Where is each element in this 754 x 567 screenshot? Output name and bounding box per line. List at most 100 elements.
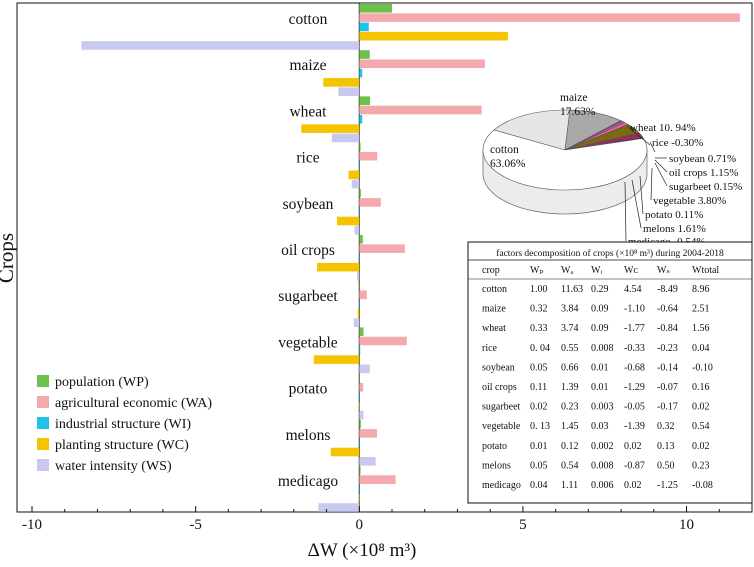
table-cell: 0.29 (591, 284, 609, 295)
category-label: potato (289, 381, 328, 398)
pie-label: rice -0.30% (652, 137, 703, 149)
bar-oil-crops-5 (356, 272, 360, 281)
table-cell: -0.17 (657, 402, 678, 413)
table-header: Wᴄ (624, 265, 638, 276)
table-cell: vegetable (482, 421, 521, 432)
bar-potato-3 (359, 392, 360, 401)
category-label: sugarbeet (278, 288, 338, 305)
table-cell: sugarbeet (482, 402, 521, 413)
bar-sugarbeet-5 (353, 318, 360, 327)
bar-soybean-3 (359, 207, 360, 216)
table-cell: -0.14 (657, 362, 678, 373)
bar-medicago-2 (359, 475, 396, 484)
bar-wheat-2 (359, 105, 482, 115)
table-cell: -0.05 (624, 402, 645, 413)
legend-label: agricultural economic (WA) (55, 396, 212, 411)
table-cell: -0.10 (692, 362, 713, 373)
legend-label: industrial structure (WI) (55, 417, 191, 432)
table-cell: 0.33 (530, 323, 548, 334)
table-cell: 0.11 (530, 382, 547, 393)
table-cell: 0.66 (561, 362, 579, 373)
bar-sugarbeet-4 (357, 309, 360, 318)
table-cell: 0.008 (591, 460, 614, 471)
pie-slice (493, 109, 571, 151)
category-label: wheat (289, 103, 327, 120)
bar-melons-5 (359, 457, 376, 466)
bar-potato-2 (359, 382, 364, 392)
legend-label: planting structure (WC) (55, 438, 189, 453)
table-cell: -1.39 (624, 421, 645, 432)
table-cell: -0.08 (692, 480, 713, 491)
category-label: soybean (283, 196, 334, 213)
pie-label-value: 17.63% (560, 106, 596, 118)
bar-sugarbeet-2 (359, 290, 367, 300)
table-cell: cotton (482, 284, 507, 295)
table-header: Wtotal (692, 265, 719, 276)
pie-leader-line (650, 167, 653, 201)
legend-swatch (37, 396, 49, 408)
bar-wheat-4 (301, 124, 360, 133)
bar-oil-crops-4 (317, 262, 360, 272)
pie-label: maize (560, 92, 587, 104)
table-cell: 0.12 (561, 441, 579, 452)
table-cell: 0.01 (530, 441, 548, 452)
table-cell: 0.02 (530, 402, 548, 413)
bar-wheat-5 (331, 133, 360, 143)
table-cell: 0.13 (657, 441, 675, 452)
table-cell: 1.45 (561, 421, 579, 432)
data-table: crop Wₚ Wₐ Wᵢ Wᴄ Wₛ Wtotal cotton 1.00 11.63 0.29 4… (468, 259, 752, 491)
bar-sugarbeet-1 (359, 281, 360, 290)
x-tick-label: -10 (22, 517, 42, 533)
x-tick-label: 5 (519, 517, 527, 533)
table-cell: -0.33 (624, 343, 645, 354)
bar-soybean-2 (359, 198, 381, 207)
bar-melons-3 (359, 438, 360, 447)
bar-medicago-1 (359, 466, 361, 475)
table-cell: -1.10 (624, 304, 645, 315)
table-cell: 0.006 (591, 480, 614, 491)
table-cell: 3.74 (561, 323, 579, 334)
table-cell: 0.55 (561, 343, 579, 354)
table-header: Wₚ (530, 265, 543, 276)
table-cell: 0.04 (530, 480, 548, 491)
bar-vegetable-3 (359, 346, 361, 355)
table-cell: 0.54 (692, 421, 710, 432)
table-cell: melons (482, 460, 511, 471)
pie-label: melons 1.61% (643, 223, 706, 235)
bar-oil-crops-3 (359, 253, 360, 263)
bar-medicago-4 (359, 493, 360, 503)
table-cell: 1.39 (561, 382, 579, 393)
category-labels: cotton maize wheat rice soybean oil crops suga… (278, 11, 339, 490)
pie-label: oil crops 1.15% (669, 167, 738, 179)
table-header: Wᵢ (591, 265, 602, 276)
bar-cotton-3 (359, 22, 369, 32)
legend-label: population (WP) (55, 375, 149, 390)
bar-wheat-1 (359, 96, 371, 105)
bar-vegetable-2 (359, 336, 407, 346)
table-title: factors decomposition of crops (×10⁸ m³)… (496, 248, 724, 259)
table-cell: 0.09 (591, 323, 609, 334)
table-cell: oil crops (482, 382, 517, 393)
pie-label: cotton (490, 144, 519, 156)
bar-soybean-1 (359, 188, 361, 198)
legend-label: water intensity (WS) (55, 459, 172, 474)
table-cell: 0.32 (657, 421, 675, 432)
bar-maize-5 (338, 87, 360, 96)
pie-leader-line (631, 179, 642, 229)
bar-vegetable-1 (359, 327, 364, 336)
bar-rice-3 (359, 161, 360, 170)
legend-swatch (37, 459, 49, 471)
bar-vegetable-5 (359, 364, 370, 374)
table-cell: 0.16 (692, 382, 710, 393)
table-cell: 0.02 (624, 480, 642, 491)
x-tick-label: 10 (679, 517, 694, 533)
table-cell: -0.68 (624, 362, 645, 373)
table-cell: 0.54 (561, 460, 579, 471)
table-cell: soybean (482, 362, 515, 373)
x-axis-ticks: -10 -5 0 5 10 (22, 506, 753, 533)
pie-label: potato 0.11% (645, 209, 703, 221)
table-cell: 0.05 (530, 362, 548, 373)
bar-potato-1 (359, 373, 360, 383)
table-cell: rice (482, 343, 498, 354)
table-cell: 0.008 (591, 343, 614, 354)
